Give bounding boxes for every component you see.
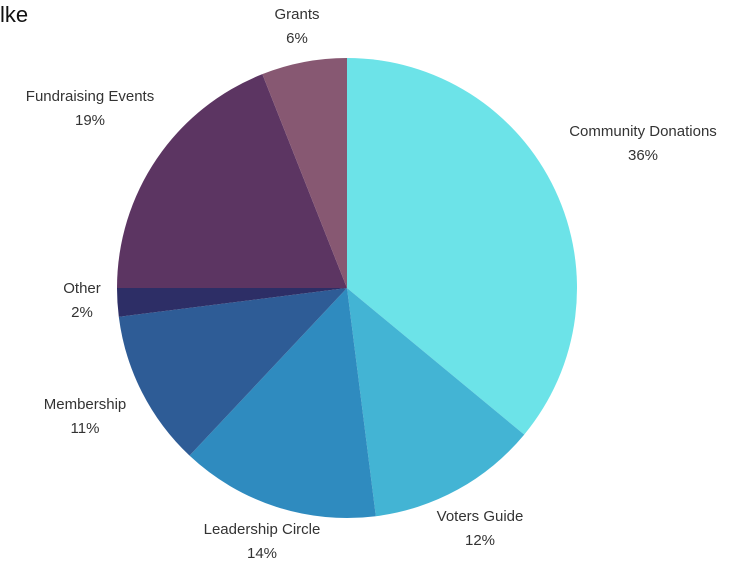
pie-slice-other [117,288,347,317]
slice-value-leadership-circle: 14% [247,545,277,562]
slice-value-membership: 11% [71,420,100,437]
pie-slice-community-donations [347,58,578,435]
slice-label-voters-guide: Voters Guide [437,508,524,525]
slice-value-grants: 6% [286,30,308,47]
slice-label-membership: Membership [44,396,127,413]
slice-value-voters-guide: 12% [465,532,495,549]
pie-slice-membership [118,288,347,456]
slice-label-community-donations: Community Donations [569,123,717,140]
pie-slice-grants [262,58,347,288]
slice-label-fundraising-events: Fundraising Events [26,88,154,105]
slice-label-other: Other [63,280,101,297]
slice-value-community-donations: 36% [628,147,658,164]
pie-slice-fundraising-events [117,74,347,289]
slice-label-leadership-circle: Leadership Circle [204,521,321,538]
pie-slice-leadership-circle [189,288,376,519]
pie-slices [117,58,578,519]
slice-value-fundraising-events: 19% [75,112,105,129]
slice-value-other: 2% [71,304,93,321]
slice-label-grants: Grants [274,6,319,23]
chart-title-partial: lke [0,2,29,27]
pie-labels: Community Donations 36% Voters Guide 12% Lea… [26,6,717,562]
pie-slice-voters-guide [347,288,525,517]
